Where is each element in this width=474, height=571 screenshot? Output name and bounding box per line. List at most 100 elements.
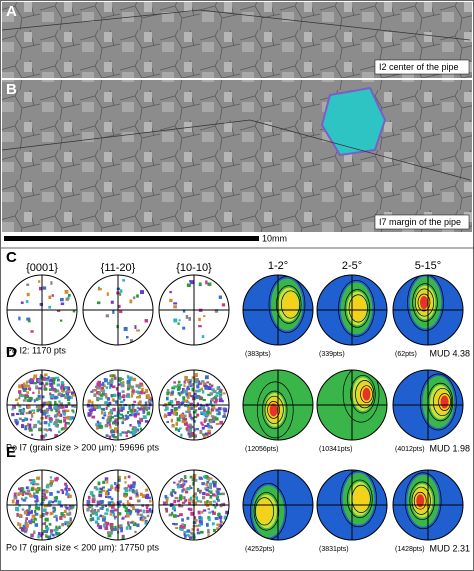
pole-point [170, 393, 174, 396]
pole-point [194, 479, 198, 482]
pole-point [33, 517, 37, 521]
contour [338, 280, 375, 337]
pole-point [19, 523, 22, 528]
pole-point [94, 520, 99, 524]
pole-point [139, 492, 143, 497]
pole-point [111, 500, 114, 504]
pole-point [114, 422, 118, 426]
pole-point [45, 407, 50, 412]
pole-point [201, 510, 204, 514]
pole-point [15, 398, 19, 402]
pole-point [33, 530, 36, 535]
pole-point [128, 376, 133, 380]
pole-point [182, 396, 186, 400]
density-blob [269, 403, 278, 417]
pole-point [33, 423, 37, 428]
pole-point [44, 415, 48, 419]
pole-point [173, 481, 176, 484]
pole-point [86, 507, 90, 512]
pole-point [142, 509, 145, 514]
pole-point [105, 314, 110, 318]
pole-point [94, 405, 97, 409]
pole-point [61, 490, 65, 495]
caption-box [374, 59, 470, 75]
point-count: (1428pts) [395, 546, 425, 553]
pole-point [100, 383, 105, 386]
pole-point [101, 507, 104, 510]
pole-point [42, 286, 47, 290]
pole-point [90, 404, 95, 408]
pole-point [38, 531, 41, 536]
contour [264, 395, 284, 424]
pole-point [201, 482, 205, 486]
pole-point [47, 501, 51, 505]
pole-point [140, 515, 145, 518]
panel-caption: I2 center of the pipe [379, 62, 459, 72]
pole-point [115, 387, 118, 391]
pole-point [41, 495, 46, 498]
pole-point [24, 425, 27, 429]
pole-point [114, 525, 117, 529]
pole-point [148, 406, 151, 410]
pole-point [19, 491, 23, 495]
pole-point [118, 396, 122, 400]
pole-point [37, 378, 42, 383]
pole-point [216, 412, 220, 416]
pole-point [206, 499, 209, 504]
pole-point [162, 501, 167, 506]
pole-point [192, 411, 197, 414]
pole-point [203, 315, 206, 318]
pole-point [105, 508, 109, 512]
pole-point [49, 379, 54, 382]
pole-point [111, 433, 115, 437]
pole-point [206, 480, 210, 484]
pole-point [87, 413, 91, 417]
pole-point [200, 387, 204, 391]
pole-point [120, 378, 124, 381]
pole-point [106, 531, 111, 535]
pole-point [55, 517, 58, 522]
pole-point [27, 384, 31, 388]
pole-point [99, 394, 104, 397]
pole-point [54, 388, 58, 393]
pole-point [108, 419, 112, 422]
pole-figure [82, 274, 154, 346]
pole-point [60, 319, 63, 322]
pole-point [53, 515, 58, 519]
pole-figure [82, 369, 154, 441]
pole-point [26, 317, 31, 321]
pole-point [144, 319, 148, 323]
pole-point [39, 302, 43, 306]
pole-point [187, 401, 190, 404]
pole-point [176, 383, 180, 388]
pole-point [23, 510, 28, 515]
pole-point [24, 427, 28, 431]
pole-point [198, 382, 202, 385]
pole-point [144, 520, 148, 523]
pole-point [201, 423, 204, 426]
pole-point [165, 508, 168, 513]
pole-point [143, 516, 147, 520]
pole-point [34, 512, 39, 516]
pole-point [174, 491, 177, 495]
pole-point [171, 506, 176, 510]
pole-point [217, 407, 222, 411]
pole-point [48, 405, 52, 410]
micrograph-b [2, 80, 472, 232]
pole-point [127, 384, 131, 388]
pole-point [108, 401, 112, 406]
pole-point [175, 526, 179, 529]
pole-point [184, 377, 188, 381]
pole-point [216, 523, 220, 526]
pole-point [37, 420, 41, 424]
pole-point [190, 416, 193, 419]
pole-point [122, 394, 126, 399]
pole-point [189, 406, 193, 410]
pole-point [186, 283, 191, 288]
pole-figure [6, 469, 78, 541]
row-label: D [6, 344, 17, 361]
pole-point [217, 499, 220, 502]
pole-point [174, 496, 179, 500]
pole-point [41, 522, 46, 526]
pole-point [207, 407, 210, 411]
